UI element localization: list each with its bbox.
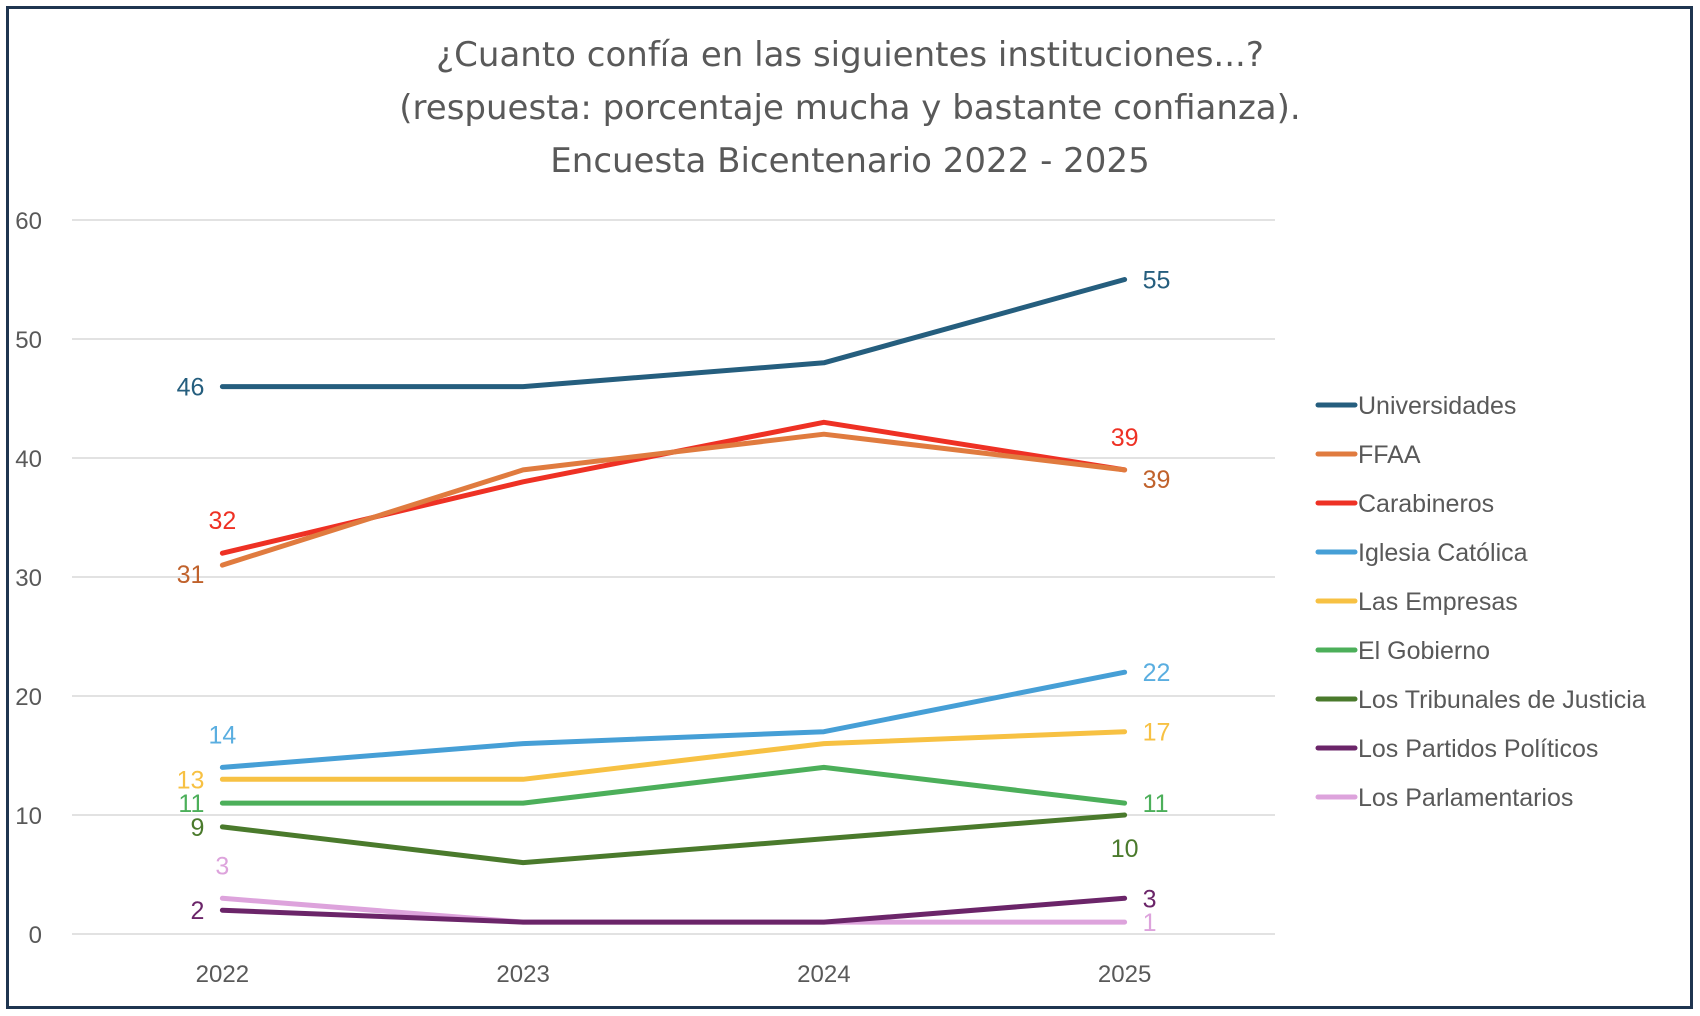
legend-item: Universidades <box>1315 392 1516 420</box>
data-label: 1 <box>1143 909 1157 937</box>
x-tick-label: 2022 <box>196 961 249 988</box>
series-line <box>219 729 1128 782</box>
y-tick-label: 0 <box>29 922 42 949</box>
x-tick-label: 2025 <box>1098 961 1151 988</box>
legend-label: Carabineros <box>1358 490 1494 518</box>
legend-label: FFAA <box>1358 441 1421 469</box>
data-label: 3 <box>215 852 229 880</box>
y-tick-label: 50 <box>15 327 42 354</box>
series-line <box>219 419 1128 556</box>
data-label: 9 <box>190 814 204 842</box>
data-label: 17 <box>1143 719 1171 747</box>
data-label: 31 <box>177 561 205 589</box>
legend-item: Iglesia Católica <box>1315 539 1528 567</box>
legend-label: El Gobierno <box>1358 637 1490 665</box>
series-line <box>219 669 1128 770</box>
legend-label: Los Parlamentarios <box>1358 784 1573 812</box>
legend-label: Los Partidos Políticos <box>1358 735 1598 763</box>
x-tick-label: 2023 <box>496 961 549 988</box>
x-axis: 2022 2023 2024 2025 <box>196 961 1152 988</box>
series-lines <box>219 277 1128 925</box>
y-tick-label: 20 <box>15 684 42 711</box>
y-tick-label: 30 <box>15 565 42 592</box>
legend-label: Universidades <box>1358 392 1516 420</box>
data-label: 11 <box>1143 790 1169 818</box>
legend-item: FFAA <box>1315 441 1421 469</box>
data-label: 10 <box>1111 835 1139 863</box>
chart-frame <box>6 6 1693 1009</box>
series-line <box>219 764 1128 806</box>
data-label: 14 <box>208 721 236 749</box>
data-label: 32 <box>208 507 236 535</box>
x-tick-label: 2024 <box>797 961 850 988</box>
chart-title-line-1: ¿Cuanto confía en las siguientes institu… <box>436 35 1264 75</box>
chart-title-line-3: Encuesta Bicentenario 2022 - 2025 <box>550 141 1149 181</box>
series-line <box>219 277 1128 390</box>
chart-title: ¿Cuanto confía en las siguientes institu… <box>399 35 1300 181</box>
legend: Universidades FFAA Carabineros Iglesia Cató… <box>1315 392 1646 812</box>
data-label: 11 <box>178 790 204 818</box>
data-label: 13 <box>177 766 205 794</box>
legend-item: Los Partidos Políticos <box>1315 735 1598 763</box>
y-axis: 0 10 20 30 40 50 60 <box>15 208 42 949</box>
y-tick-label: 10 <box>15 803 42 830</box>
legend-item: Las Empresas <box>1315 588 1518 616</box>
gridlines <box>72 219 1275 935</box>
series-line <box>219 895 1128 925</box>
legend-item: El Gobierno <box>1315 637 1490 665</box>
data-label: 3 <box>1143 885 1157 913</box>
legend-label: Iglesia Católica <box>1358 539 1528 567</box>
legend-label: Las Empresas <box>1358 588 1518 616</box>
data-label: 55 <box>1143 267 1171 295</box>
legend-item: Los Parlamentarios <box>1315 784 1573 812</box>
y-tick-label: 60 <box>15 208 42 235</box>
legend-item: Los Tribunales de Justicia <box>1315 686 1646 714</box>
y-tick-label: 40 <box>15 446 42 473</box>
data-label: 46 <box>177 374 205 402</box>
legend-item: Carabineros <box>1315 490 1494 518</box>
series-line <box>219 431 1128 568</box>
data-label: 2 <box>190 897 204 925</box>
data-label: 39 <box>1111 424 1139 452</box>
series-line <box>219 812 1128 866</box>
legend-label: Los Tribunales de Justicia <box>1358 686 1646 714</box>
chart-title-line-2: (respuesta: porcentaje mucha y bastante … <box>399 88 1300 128</box>
data-label: 22 <box>1143 659 1171 687</box>
data-label: 39 <box>1143 466 1171 494</box>
